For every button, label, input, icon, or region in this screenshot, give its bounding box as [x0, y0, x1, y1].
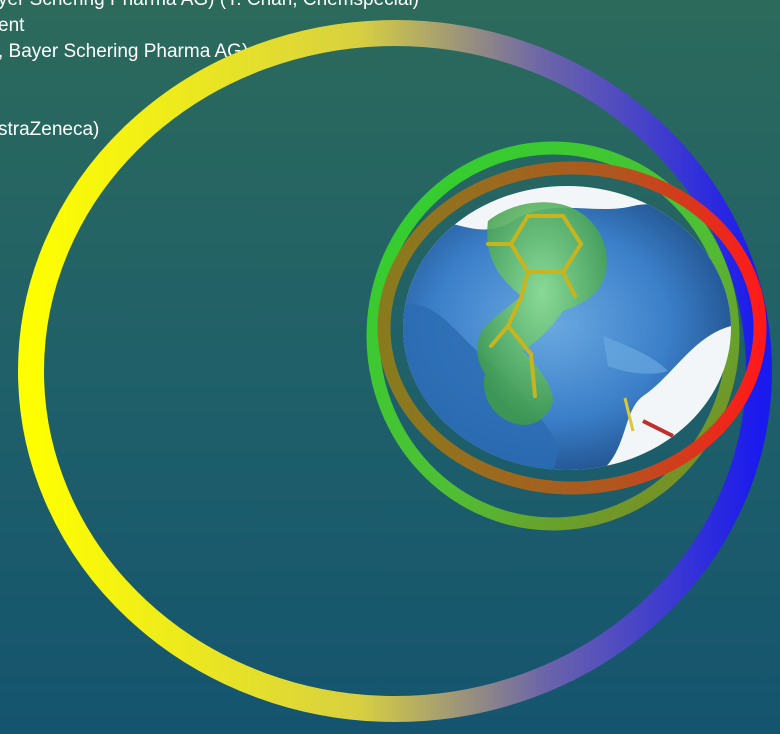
inner-ring — [377, 161, 767, 495]
text-line: yer Schering Pharma AG) (Y. Chan, Chemsp… — [0, 0, 419, 13]
text-line: , Bayer Schering Pharma AG) — [0, 41, 249, 62]
text-line: ent — [0, 15, 25, 36]
molecule-image — [403, 186, 731, 470]
text-line: straZeneca) — [0, 119, 100, 140]
protein-ligand-render — [403, 186, 731, 470]
middle-ring — [366, 141, 740, 531]
